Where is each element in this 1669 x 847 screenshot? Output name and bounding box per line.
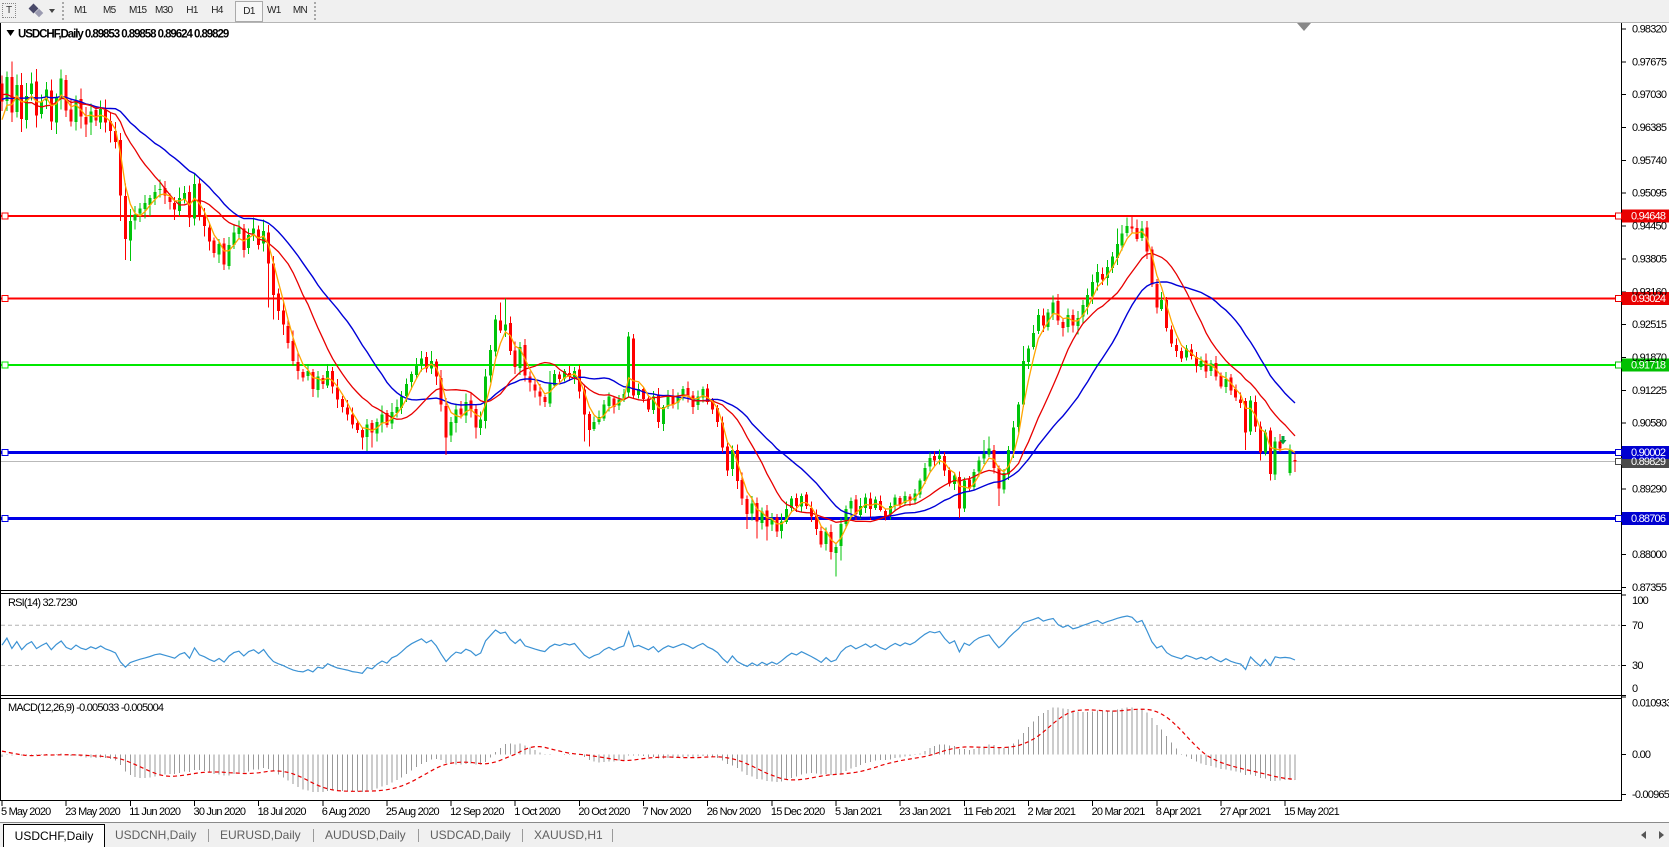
svg-text:0.94648: 0.94648 <box>1631 211 1666 223</box>
svg-text:USDCHF,Daily 0.89853 0.89858: USDCHF,Daily 0.89853 0.89858 0.89624 0.8… <box>18 29 229 41</box>
svg-text:0.91718: 0.91718 <box>1631 360 1666 372</box>
svg-text:0.89829: 0.89829 <box>1631 456 1666 468</box>
svg-text:0.96385: 0.96385 <box>1632 122 1667 134</box>
svg-text:8 Apr 2021: 8 Apr 2021 <box>1156 806 1202 818</box>
svg-text:70: 70 <box>1632 620 1643 632</box>
svg-text:27 Apr 2021: 27 Apr 2021 <box>1220 806 1271 818</box>
svg-text:0.88000: 0.88000 <box>1632 549 1667 561</box>
svg-text:12 Sep 2020: 12 Sep 2020 <box>450 806 504 818</box>
svg-text:RSI(14) 32.7230: RSI(14) 32.7230 <box>8 597 77 609</box>
svg-text:15 May 2021: 15 May 2021 <box>1284 806 1339 818</box>
svg-text:0.88706: 0.88706 <box>1631 513 1666 525</box>
svg-text:30 Jun 2020: 30 Jun 2020 <box>194 806 246 818</box>
svg-text:MACD(12,26,9) -0.005033 -0.005: MACD(12,26,9) -0.005033 -0.005004 <box>8 702 164 714</box>
svg-text:0.00: 0.00 <box>1632 749 1651 761</box>
svg-text:0.95740: 0.95740 <box>1632 155 1667 167</box>
svg-text:0.87355: 0.87355 <box>1632 582 1667 594</box>
svg-text:0.93805: 0.93805 <box>1632 253 1667 265</box>
svg-text:15 Dec 2020: 15 Dec 2020 <box>771 806 825 818</box>
svg-text:-0.00965: -0.00965 <box>1632 789 1669 801</box>
svg-text:5 Jan 2021: 5 Jan 2021 <box>835 806 882 818</box>
svg-text:1 Oct 2020: 1 Oct 2020 <box>514 806 560 818</box>
svg-text:0.90002: 0.90002 <box>1631 447 1666 459</box>
svg-text:30: 30 <box>1632 660 1643 672</box>
svg-text:6 Aug 2020: 6 Aug 2020 <box>322 806 370 818</box>
svg-text:0.94450: 0.94450 <box>1632 221 1667 233</box>
svg-text:18 Jul 2020: 18 Jul 2020 <box>258 806 307 818</box>
svg-text:20 Mar 2021: 20 Mar 2021 <box>1092 806 1146 818</box>
svg-text:0.92515: 0.92515 <box>1632 319 1667 331</box>
svg-text:0.91225: 0.91225 <box>1632 385 1667 397</box>
svg-text:11 Jun 2020: 11 Jun 2020 <box>129 806 181 818</box>
svg-text:100: 100 <box>1632 595 1649 607</box>
svg-text:0.97675: 0.97675 <box>1632 56 1667 68</box>
svg-text:0.93024: 0.93024 <box>1631 293 1666 305</box>
svg-text:0: 0 <box>1632 683 1638 695</box>
svg-text:5 May 2020: 5 May 2020 <box>1 806 51 818</box>
svg-text:2 Mar 2021: 2 Mar 2021 <box>1028 806 1076 818</box>
svg-text:0.98320: 0.98320 <box>1632 24 1667 36</box>
svg-text:0.90580: 0.90580 <box>1632 418 1667 430</box>
svg-text:23 May 2020: 23 May 2020 <box>65 806 120 818</box>
svg-text:25 Aug 2020: 25 Aug 2020 <box>386 806 440 818</box>
svg-text:0.95095: 0.95095 <box>1632 188 1667 200</box>
svg-text:0.89290: 0.89290 <box>1632 483 1667 495</box>
svg-text:7 Nov 2020: 7 Nov 2020 <box>643 806 692 818</box>
svg-text:0.97030: 0.97030 <box>1632 89 1667 101</box>
svg-text:26 Nov 2020: 26 Nov 2020 <box>707 806 761 818</box>
svg-text:0.91870: 0.91870 <box>1632 352 1667 364</box>
svg-text:0.93160: 0.93160 <box>1632 286 1667 298</box>
svg-text:20 Oct 2020: 20 Oct 2020 <box>578 806 630 818</box>
svg-text:11 Feb 2021: 11 Feb 2021 <box>963 806 1016 818</box>
svg-text:23 Jan 2021: 23 Jan 2021 <box>899 806 951 818</box>
svg-text:0.010933: 0.010933 <box>1632 698 1669 710</box>
